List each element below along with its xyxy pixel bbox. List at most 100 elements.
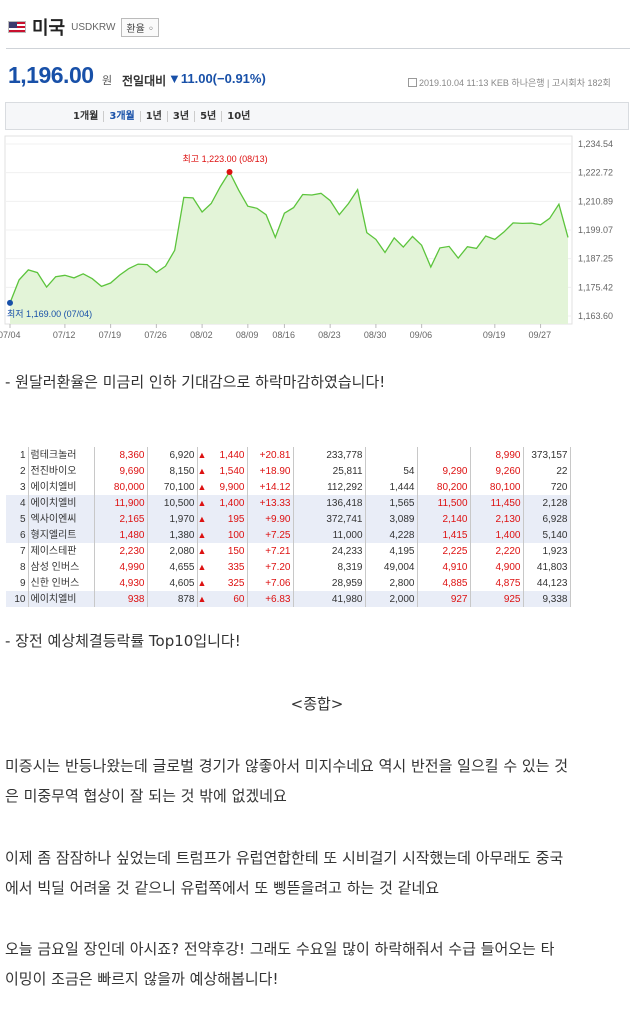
cell-c5: 136,418 bbox=[293, 495, 366, 511]
cell-c6: 1,565 bbox=[365, 495, 418, 511]
cell-tri: ▲ bbox=[197, 511, 207, 527]
y-tick-label: 1,222.72 bbox=[578, 168, 613, 178]
cell-c1: 4,930 bbox=[94, 575, 148, 591]
cell-c7: 80,200 bbox=[417, 479, 471, 495]
cell-c1: 11,900 bbox=[94, 495, 148, 511]
cell-c9: 5,140 bbox=[523, 527, 571, 543]
chart-svg: 1,234.54 1,222.72 1,210.89 1,199.07 1,187.25… bbox=[0, 135, 613, 340]
tab-1year[interactable]: 1년 bbox=[141, 110, 168, 122]
calendar-icon bbox=[408, 78, 417, 87]
cell-c6 bbox=[365, 447, 418, 463]
cell-c9: 1,923 bbox=[523, 543, 571, 559]
cell-c3: 60 bbox=[207, 591, 248, 607]
cell-c8: 1,400 bbox=[470, 527, 524, 543]
row-rank: 3 bbox=[19, 481, 26, 493]
x-tick-label: 07/19 bbox=[99, 330, 122, 340]
low-label: 최저 1,169.00 (07/04) bbox=[7, 309, 92, 319]
cell-c3: 1,400 bbox=[207, 495, 248, 511]
tab-3year[interactable]: 3년 bbox=[168, 110, 196, 122]
cell-tri: ▲ bbox=[197, 543, 207, 559]
body-paragraph-3-line1: 오늘 금요일 장인데 아시죠? 전약후강! 그래도 수요일 많이 하락해줘서 수… bbox=[5, 940, 555, 958]
cell-c3: 100 bbox=[207, 527, 248, 543]
up-triangle-icon: ▲ bbox=[197, 577, 207, 588]
stock-name: 제이스테판 bbox=[27, 543, 95, 559]
cell-c3: 150 bbox=[207, 543, 248, 559]
series-line bbox=[9, 170, 569, 304]
cell-c1: 2,230 bbox=[94, 543, 148, 559]
tab-1month[interactable]: 1개월 bbox=[68, 110, 105, 122]
x-tick-label: 08/30 bbox=[364, 330, 387, 340]
table-row: 5 엑사이엔씨 2,165 1,970 ▲ 195 +9.90 372,741 3,089 2,1… bbox=[6, 511, 571, 527]
cell-c4: +9.90 bbox=[247, 511, 294, 527]
tab-10year[interactable]: 10년 bbox=[227, 110, 251, 122]
row-rank: 5 bbox=[6, 511, 28, 527]
row-rank: 8 bbox=[19, 561, 26, 573]
up-triangle-icon: ▲ bbox=[197, 513, 207, 524]
body-paragraph-2-line1: 이제 좀 잠잠하나 싶었는데 트럼프가 유럽연합한테 또 시비걸기 시작했는데 … bbox=[5, 849, 564, 867]
cell-tri: ▲ bbox=[197, 527, 207, 543]
row-rank: 4 bbox=[6, 495, 28, 511]
table-row: 7 제이스테판 2,230 2,080 ▲ 150 +7.21 24,233 4,195 2,22… bbox=[6, 543, 571, 559]
cell-c1: 1,480 bbox=[94, 527, 148, 543]
cell-c7: 1,415 bbox=[417, 527, 471, 543]
table-row: 2 전진바이오 9,690 8,150 ▲ 1,540 +18.90 25,811 54 9,29… bbox=[6, 463, 571, 479]
cell-c2: 10,500 bbox=[147, 495, 198, 511]
cell-c9: 44,123 bbox=[523, 575, 571, 591]
x-tick-label: 09/19 bbox=[483, 330, 506, 340]
stock-name: 엑사이엔씨 bbox=[27, 511, 95, 527]
cell-c6: 3,089 bbox=[365, 511, 418, 527]
cell-c9: 22 bbox=[523, 463, 571, 479]
cell-c9: 720 bbox=[523, 479, 571, 495]
y-tick-label: 1,187.25 bbox=[578, 254, 613, 264]
cell-c2: 8,150 bbox=[147, 463, 198, 479]
row-rank: 10 bbox=[6, 591, 28, 607]
cell-c3: 1,540 bbox=[207, 463, 248, 479]
row-rank: 6 bbox=[6, 527, 28, 543]
x-tick-label: 07/26 bbox=[144, 330, 167, 340]
cell-c4: +6.83 bbox=[247, 591, 294, 607]
body-paragraph-1-line2: 은 미중무역 협상이 잘 되는 것 밖에 없겠네요 bbox=[5, 787, 287, 805]
x-tick-label: 07/04 bbox=[0, 330, 21, 340]
stock-name: 에이치엘비 bbox=[27, 495, 95, 511]
cell-c6: 2,000 bbox=[365, 591, 418, 607]
period-tabs: 1개월 3개월 1년 3년 5년 10년 bbox=[5, 102, 629, 130]
cell-c6: 4,228 bbox=[365, 527, 418, 543]
body-paragraph-2-line2: 에서 빅딜 어려울 것 같으니 유럽쪽에서 또 삥뜯을려고 하는 것 같네요 bbox=[5, 879, 440, 897]
x-tick-label: 07/12 bbox=[53, 330, 76, 340]
table-row: 9 신한 인버스 4,930 4,605 ▲ 325 +7.06 28,959 2,800 4,8… bbox=[6, 575, 571, 591]
cell-c1: 2,165 bbox=[94, 511, 148, 527]
cell-c7: 927 bbox=[417, 591, 471, 607]
cell-c6: 49,004 bbox=[365, 559, 418, 575]
cell-c5: 28,959 bbox=[293, 575, 366, 591]
cell-c2: 6,920 bbox=[147, 447, 198, 463]
tab-5year[interactable]: 5년 bbox=[195, 110, 223, 122]
cell-c5: 233,778 bbox=[293, 447, 366, 463]
header-divider bbox=[6, 48, 630, 49]
cell-c3: 335 bbox=[207, 559, 248, 575]
cell-c1: 8,360 bbox=[94, 447, 148, 463]
cell-c4: +7.06 bbox=[247, 575, 294, 591]
cell-c6: 4,195 bbox=[365, 543, 418, 559]
cell-c8: 80,100 bbox=[470, 479, 524, 495]
table-row: 10 에이치엘비 938 878 ▲ 60 +6.83 41,980 2,000 927 925 9,… bbox=[6, 591, 571, 607]
up-triangle-icon: ▲ bbox=[197, 593, 207, 604]
stock-name: 삼성 인버스 bbox=[27, 559, 95, 575]
cell-c9: 2,128 bbox=[523, 495, 571, 511]
cell-c1: 4,990 bbox=[94, 559, 148, 575]
high-label: 최고 1,223.00 (08/13) bbox=[183, 154, 268, 164]
row-rank: 9 bbox=[19, 577, 26, 589]
cell-c4: +7.25 bbox=[247, 527, 294, 543]
cell-tri: ▲ bbox=[197, 463, 207, 479]
cell-c7: 4,885 bbox=[417, 575, 471, 591]
quote-meta: 2019.10.04 11:13 KEB 하나은행 | 고시회차 182회 bbox=[408, 76, 630, 89]
cell-c3: 9,900 bbox=[207, 479, 248, 495]
cell-c8: 2,130 bbox=[470, 511, 524, 527]
x-tick-label: 09/06 bbox=[410, 330, 433, 340]
cell-c3: 325 bbox=[207, 575, 248, 591]
exchange-rate-button[interactable]: 환율 ◦ bbox=[121, 17, 159, 37]
cell-c7: 11,500 bbox=[417, 495, 471, 511]
table-caption: - 장전 예상체결등락률 Top10입니다! bbox=[5, 632, 241, 650]
cell-c2: 878 bbox=[147, 591, 198, 607]
cell-c2: 4,605 bbox=[147, 575, 198, 591]
tab-3month[interactable]: 3개월 bbox=[104, 110, 141, 122]
